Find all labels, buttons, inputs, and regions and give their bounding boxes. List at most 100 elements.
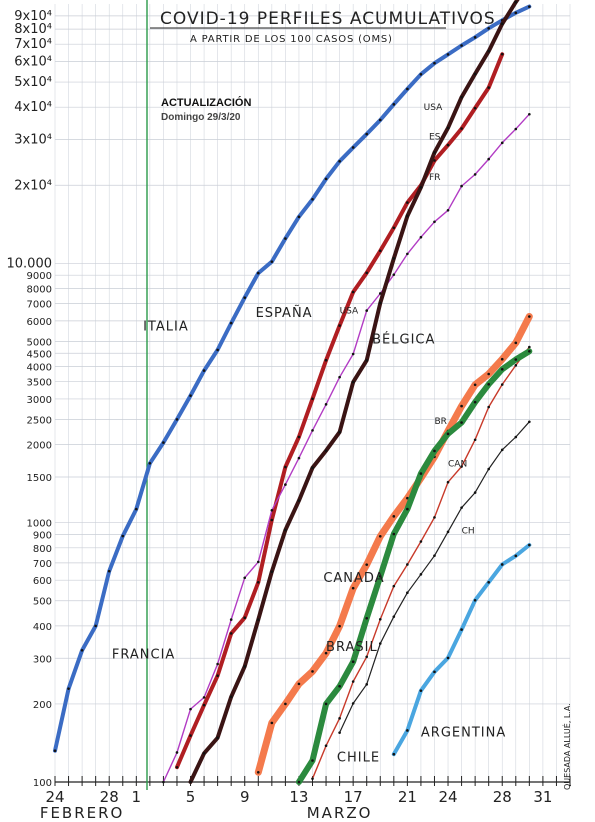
series-line-francia — [162, 113, 530, 783]
data-point — [446, 53, 450, 56]
data-point — [284, 528, 287, 532]
x-tick-label: 9 — [240, 788, 250, 806]
data-point — [284, 483, 287, 486]
data-point — [378, 642, 382, 645]
data-point — [365, 309, 369, 312]
series-label: CH — [462, 526, 475, 536]
series-label: USA — [340, 307, 359, 317]
data-point — [80, 648, 84, 652]
data-point — [67, 687, 70, 690]
data-point — [270, 260, 274, 263]
data-point — [162, 441, 165, 444]
data-point — [460, 95, 463, 99]
data-point — [107, 569, 111, 573]
y-tick-label: 4500 — [27, 349, 52, 360]
data-point — [500, 141, 504, 145]
series-labels: ITALIA ESPAÑA FRANCIA USA BÉLGICA CANADA BRASI… — [112, 103, 505, 765]
series-label: BR — [434, 417, 446, 427]
data-point — [460, 44, 463, 47]
x-tick-label: 28 — [493, 788, 512, 806]
data-point — [419, 235, 423, 239]
data-point — [175, 765, 179, 769]
y-tick-label: 2x10⁴ — [14, 178, 52, 193]
data-point — [216, 736, 219, 740]
data-point — [460, 465, 463, 468]
data-point — [256, 770, 260, 774]
data-point — [324, 358, 328, 362]
data-point — [162, 780, 165, 784]
data-point — [202, 703, 206, 707]
y-tick-label: 900 — [33, 531, 52, 542]
data-point — [473, 598, 477, 602]
data-point — [514, 364, 518, 367]
data-point — [473, 383, 477, 387]
y-tick-label: 700 — [33, 559, 52, 570]
data-point — [365, 563, 369, 566]
data-point — [446, 432, 450, 436]
data-point — [135, 507, 138, 511]
data-point — [446, 208, 450, 212]
data-point — [419, 186, 423, 189]
data-point — [121, 534, 125, 538]
series-label: BÉLGICA — [372, 332, 435, 348]
data-point — [419, 72, 423, 76]
data-point — [175, 418, 179, 421]
data-point — [202, 696, 206, 699]
data-point — [94, 624, 97, 628]
series-label: ESPAÑA — [256, 305, 313, 321]
x-tick-labels: 24 28 1 5 9 13 17 21 24 28 31 FEBRERO MARZO — [40, 788, 553, 822]
data-point — [351, 680, 355, 683]
x-tick-label: 5 — [186, 788, 196, 806]
data-point — [243, 576, 247, 580]
data-point — [487, 27, 490, 30]
data-point — [189, 707, 192, 711]
data-point — [392, 532, 396, 536]
series-label: FRANCIA — [112, 647, 175, 662]
data-point — [473, 491, 477, 494]
data-point — [514, 127, 518, 131]
series-label: CHILE — [337, 750, 380, 765]
data-point — [392, 615, 396, 618]
data-point — [378, 575, 382, 578]
data-point — [256, 560, 260, 564]
data-point — [297, 499, 301, 503]
data-point — [365, 683, 369, 686]
data-point — [514, 341, 518, 345]
data-point — [419, 472, 423, 475]
data-point — [406, 496, 409, 500]
data-point — [243, 296, 247, 299]
data-point — [338, 159, 341, 163]
data-point — [514, 0, 518, 4]
data-point — [324, 744, 328, 748]
data-point — [256, 271, 260, 275]
data-point — [419, 573, 423, 576]
data-point — [148, 462, 152, 465]
data-point — [528, 112, 531, 116]
data-point — [433, 554, 436, 557]
data-point — [473, 400, 477, 404]
data-point — [473, 36, 477, 39]
x-tick-label: 17 — [344, 788, 363, 806]
data-point — [433, 159, 436, 162]
data-point — [514, 358, 518, 361]
series-label: FR — [429, 173, 440, 183]
data-point — [297, 435, 301, 439]
data-point — [446, 656, 450, 660]
data-point — [202, 752, 206, 755]
y-tick-label: 9000 — [27, 271, 52, 282]
data-point — [202, 369, 206, 372]
y-tick-label: 200 — [33, 700, 52, 711]
data-point — [229, 695, 233, 699]
data-point — [229, 632, 233, 635]
data-point — [216, 662, 219, 666]
x-tick-label: 24 — [45, 788, 64, 806]
y-tick-label: 2500 — [27, 415, 52, 426]
data-point — [500, 367, 504, 371]
data-point — [528, 315, 531, 318]
data-point — [460, 506, 463, 510]
data-point — [284, 465, 287, 469]
data-point — [216, 674, 219, 677]
data-point — [392, 257, 396, 260]
data-point — [378, 249, 382, 253]
data-point — [351, 352, 355, 356]
